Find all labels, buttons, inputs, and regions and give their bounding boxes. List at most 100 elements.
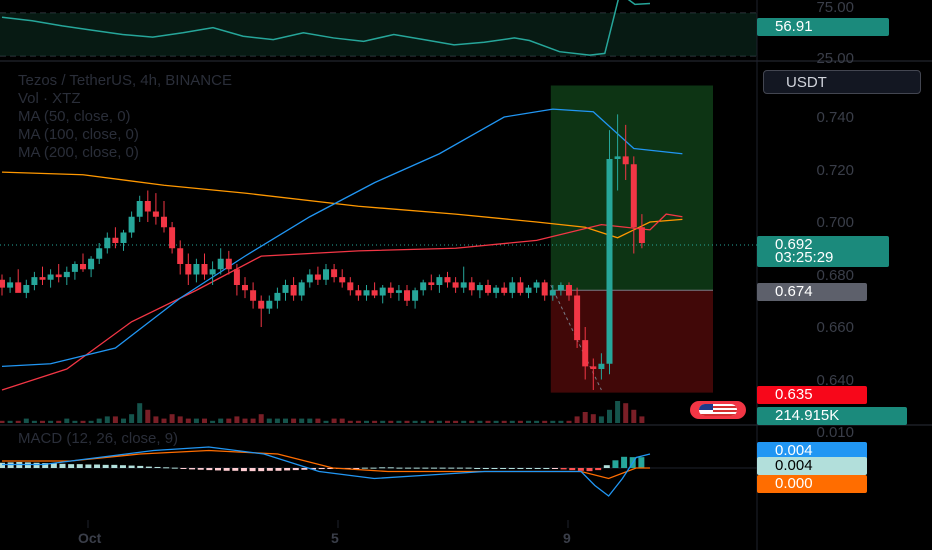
- volume-bar: [404, 420, 410, 423]
- macd-histogram-bar: [370, 467, 377, 469]
- candle-body: [242, 285, 248, 291]
- macd-legend[interactable]: MACD (12, 26, close, 9): [18, 430, 179, 447]
- volume-bar: [501, 420, 507, 423]
- volume-bar: [355, 420, 361, 423]
- macd-value-tag: 0.004: [757, 442, 867, 460]
- candle-body: [88, 258, 95, 270]
- macd-histogram-bar: [33, 462, 40, 468]
- volume-bar: [631, 409, 637, 423]
- macd-histogram-bar: [595, 468, 602, 471]
- macd-histogram-bar: [76, 464, 83, 468]
- main-legend: Tezos / TetherUS, 4h, BINANCE Vol · XTZ …: [18, 72, 232, 162]
- legend-ma200[interactable]: MA (200, close, 0): [18, 144, 139, 161]
- candle-body: [274, 292, 281, 301]
- macd-histogram-bar: [560, 468, 567, 470]
- candle-body: [574, 295, 581, 341]
- volume-bar: [372, 420, 378, 423]
- macd-histogram-bar: [50, 463, 57, 468]
- candle-body: [476, 285, 483, 291]
- volume-bar: [428, 420, 434, 423]
- volume-bar: [380, 420, 386, 423]
- candle-body: [282, 285, 289, 293]
- volume-bar: [582, 412, 588, 423]
- candle-body: [266, 300, 273, 309]
- volume-bar: [202, 418, 207, 423]
- candle-body: [250, 290, 257, 301]
- volume-bar: [461, 420, 467, 423]
- legend-volume[interactable]: Vol · XTZ: [18, 90, 81, 107]
- macd-histogram-bar: [154, 466, 161, 468]
- volume-bar: [185, 418, 191, 423]
- legend-symbol[interactable]: Tezos / TetherUS, 4h, BINANCE: [18, 72, 232, 89]
- volume-bar: [80, 420, 86, 423]
- macd-histogram-bar: [318, 468, 325, 470]
- candle-body: [606, 159, 613, 364]
- macd-histogram-bar: [240, 468, 247, 472]
- macd-histogram-bar: [353, 468, 360, 469]
- legend-ma100[interactable]: MA (100, close, 0): [18, 126, 139, 143]
- macd-histogram-bar: [405, 467, 412, 469]
- us-flag-icon[interactable]: [690, 401, 746, 419]
- macd-histogram-bar: [569, 468, 576, 471]
- candle-body: [63, 271, 70, 278]
- candle-body: [566, 285, 572, 296]
- volume-bar: [607, 409, 612, 423]
- rsi-axis-label: 25.00: [816, 50, 854, 67]
- candle-body: [444, 277, 451, 283]
- volume-bar: [283, 418, 288, 423]
- macd-histogram-bar: [603, 465, 610, 468]
- macd-histogram-bar: [465, 467, 472, 469]
- macd-signal-line: [2, 449, 650, 480]
- candle-body: [549, 290, 556, 296]
- macd-histogram-bar: [128, 465, 135, 468]
- candle-body: [428, 282, 435, 285]
- date-label: Oct: [78, 530, 102, 546]
- macd-histogram-bar: [474, 468, 481, 469]
- legend-ma50[interactable]: MA (50, close, 0): [18, 108, 131, 125]
- volume-bar: [517, 420, 523, 423]
- macd-histogram-bar: [171, 467, 178, 469]
- currency-button[interactable]: USDT: [763, 70, 921, 94]
- candle-body: [47, 274, 54, 280]
- macd-histogram-bar: [577, 468, 584, 471]
- candle-body: [509, 282, 516, 293]
- candle-body: [136, 201, 143, 217]
- volume-bar: [485, 420, 491, 423]
- candle-body: [290, 285, 297, 296]
- date-label: 9: [563, 530, 571, 546]
- candle-body: [7, 282, 14, 288]
- macd-histogram-bar: [361, 467, 368, 469]
- candle-body: [460, 282, 467, 288]
- candle-body: [298, 282, 305, 296]
- volume-bar: [15, 420, 21, 423]
- volume-bar: [436, 420, 442, 423]
- macd-histogram-bar: [379, 467, 386, 469]
- volume-bar: [31, 420, 37, 423]
- volume-bar: [291, 418, 297, 423]
- macd-histogram-bar: [431, 467, 437, 469]
- candle-body: [525, 287, 532, 293]
- macd-histogram-bar: [508, 468, 515, 469]
- volume-bar: [218, 418, 224, 423]
- volume-bar: [40, 420, 45, 423]
- volume-bar: [323, 420, 329, 423]
- volume-bar: [598, 416, 604, 423]
- volume-bar: [307, 418, 313, 423]
- volume-bar: [331, 418, 337, 423]
- volume-bar: [526, 420, 531, 423]
- volume-bar: [88, 420, 94, 423]
- candle-body: [339, 277, 346, 283]
- macd-histogram-bar: [396, 467, 403, 469]
- volume-bar: [258, 414, 264, 423]
- macd-histogram-bar: [500, 468, 507, 469]
- candle-body: [436, 277, 443, 285]
- volume-bar: [477, 420, 483, 423]
- macd-histogram-bar: [232, 468, 239, 471]
- candle-body: [501, 287, 508, 293]
- macd-histogram-bar: [206, 468, 213, 471]
- rsi-value-tag: 56.91: [757, 18, 889, 36]
- macd-histogram-bar: [42, 463, 49, 468]
- candle-body: [395, 290, 402, 293]
- candle-body: [517, 282, 524, 293]
